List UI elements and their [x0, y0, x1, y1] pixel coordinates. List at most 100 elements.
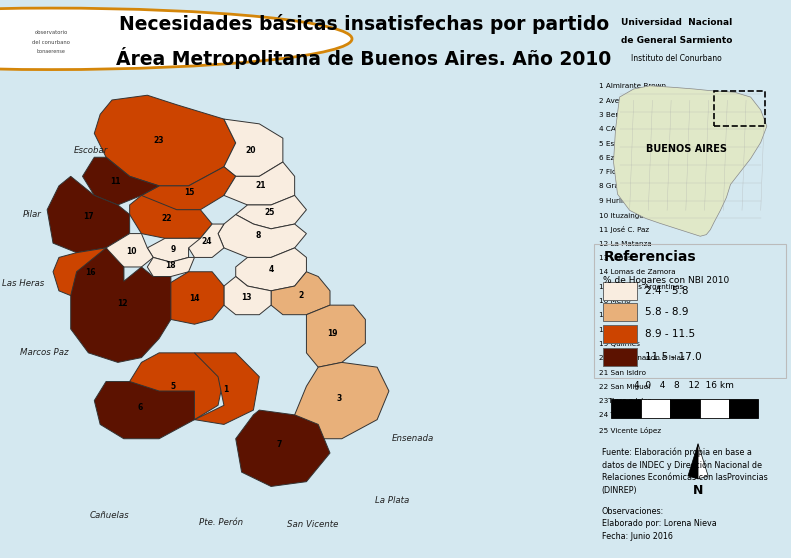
Text: 8.9 - 11.5: 8.9 - 11.5 [645, 329, 694, 339]
Polygon shape [70, 248, 171, 362]
Text: 9 Hurlingham: 9 Hurlingham [600, 198, 649, 204]
Text: 3 Berazategui: 3 Berazategui [600, 112, 650, 118]
Text: 1 Almirante Brown: 1 Almirante Brown [600, 83, 666, 89]
Text: Cañuelas: Cañuelas [89, 511, 129, 519]
Text: 13: 13 [240, 293, 252, 302]
Bar [641, 398, 670, 418]
Text: 5.8 - 8.9: 5.8 - 8.9 [645, 307, 688, 317]
Text: 14: 14 [189, 294, 199, 304]
Text: 3: 3 [336, 394, 342, 403]
Text: La Plata: La Plata [375, 496, 409, 505]
Text: 24: 24 [202, 237, 212, 246]
Polygon shape [94, 95, 236, 186]
Text: bonaerense: bonaerense [37, 49, 66, 54]
Polygon shape [224, 119, 283, 176]
Bar [604, 282, 637, 300]
Bar [604, 325, 637, 343]
Polygon shape [688, 444, 698, 479]
Text: 24 Tres de Febrero: 24 Tres de Febrero [600, 412, 666, 418]
Text: 2: 2 [298, 291, 304, 300]
Text: 23Tigre e Islas: 23Tigre e Islas [600, 398, 652, 404]
Polygon shape [188, 224, 224, 257]
Polygon shape [224, 277, 271, 315]
Text: Las Heras: Las Heras [2, 279, 45, 288]
Text: Referencias: Referencias [604, 249, 696, 263]
Bar [604, 348, 637, 366]
Text: 5 Esteban Echeverría: 5 Esteban Echeverría [600, 141, 676, 147]
Polygon shape [147, 238, 200, 262]
Text: 25 Vicente López: 25 Vicente López [600, 427, 661, 434]
Text: % de Hogares con NBI 2010: % de Hogares con NBI 2010 [604, 276, 729, 285]
Text: 22 San Miguel: 22 San Miguel [600, 384, 651, 390]
Polygon shape [294, 362, 389, 439]
Text: 12: 12 [117, 299, 127, 307]
Text: 17 Moreno: 17 Moreno [600, 312, 638, 318]
Text: Observaciones:
Elaborado por: Lorena Nieva
Fecha: Junio 2016: Observaciones: Elaborado por: Lorena Nie… [602, 507, 717, 541]
Text: 23: 23 [153, 136, 164, 145]
Text: 15: 15 [184, 187, 195, 197]
Text: 13 Lanús: 13 Lanús [600, 255, 632, 261]
Text: 18 Morón: 18 Morón [600, 326, 634, 333]
Polygon shape [195, 353, 259, 425]
Polygon shape [142, 167, 236, 210]
Text: Universidad  Nacional: Universidad Nacional [621, 18, 732, 27]
Bar [729, 398, 759, 418]
Polygon shape [218, 214, 306, 257]
Polygon shape [82, 157, 159, 205]
Text: del conurbano: del conurbano [32, 40, 70, 45]
Bar [611, 398, 641, 418]
Text: 9: 9 [171, 246, 176, 254]
Polygon shape [236, 248, 306, 291]
Text: 25: 25 [264, 208, 274, 217]
Text: 14 Lomas de Zamora: 14 Lomas de Zamora [600, 270, 676, 275]
Text: 10 Ituzaingó: 10 Ituzaingó [600, 212, 644, 219]
Polygon shape [147, 257, 195, 277]
Text: 7 Florencio Varela: 7 Florencio Varela [600, 169, 664, 175]
Polygon shape [306, 305, 365, 367]
Polygon shape [271, 272, 330, 315]
Text: Ensenada: Ensenada [392, 434, 433, 443]
Text: 18: 18 [165, 261, 176, 270]
Polygon shape [159, 272, 224, 324]
Text: 16: 16 [85, 268, 96, 277]
Text: Fuente: Elaboración propia en base a
datos de INDEC y Dirección Nacional de
Rela: Fuente: Elaboración propia en base a dat… [602, 447, 767, 495]
Text: 11: 11 [111, 176, 121, 186]
Text: 19 Quilmes: 19 Quilmes [600, 341, 641, 347]
Text: 21: 21 [255, 181, 266, 190]
Polygon shape [53, 248, 123, 300]
Polygon shape [224, 162, 294, 205]
Polygon shape [47, 176, 130, 253]
Polygon shape [94, 382, 195, 439]
Text: 20 San Fernando e Islas: 20 San Fernando e Islas [600, 355, 685, 361]
Bar [714, 90, 765, 126]
Text: 2.4 - 5.8: 2.4 - 5.8 [645, 286, 688, 296]
Text: 11.5 - 17.0: 11.5 - 17.0 [645, 352, 702, 362]
Text: Pilar: Pilar [23, 210, 42, 219]
Text: Escobar: Escobar [74, 146, 108, 155]
Text: 16 Merlo: 16 Merlo [600, 298, 631, 304]
Text: N: N [693, 484, 703, 497]
Polygon shape [236, 195, 306, 229]
Text: 11 José C. Paz: 11 José C. Paz [600, 227, 649, 233]
Text: 20: 20 [245, 146, 255, 155]
Polygon shape [130, 353, 224, 420]
Text: 2 Avellaneda: 2 Avellaneda [600, 98, 646, 104]
Text: San Vicente: San Vicente [286, 520, 338, 529]
Text: 7: 7 [276, 440, 282, 449]
Text: 4 CABA: 4 CABA [600, 126, 626, 132]
Text: 1: 1 [223, 386, 228, 395]
Text: Instituto del Conurbano: Instituto del Conurbano [631, 54, 721, 62]
Text: 19: 19 [327, 329, 338, 338]
Text: BUENOS AIRES: BUENOS AIRES [645, 144, 727, 154]
Polygon shape [236, 410, 330, 487]
Text: 15 Malvinas Argentinas: 15 Malvinas Argentinas [600, 283, 683, 290]
Bar [670, 398, 699, 418]
Text: Área Metropolitana de Buenos Aires. Año 2010: Área Metropolitana de Buenos Aires. Año … [116, 47, 611, 69]
Polygon shape [614, 86, 766, 236]
Text: 4  0   4   8   12  16 km: 4 0 4 8 12 16 km [634, 381, 734, 389]
Polygon shape [698, 444, 708, 479]
Circle shape [0, 8, 352, 70]
Bar [604, 303, 637, 321]
Text: 4: 4 [268, 266, 274, 275]
Text: Necesidades básicas insatisfechas por partido: Necesidades básicas insatisfechas por pa… [119, 15, 609, 34]
